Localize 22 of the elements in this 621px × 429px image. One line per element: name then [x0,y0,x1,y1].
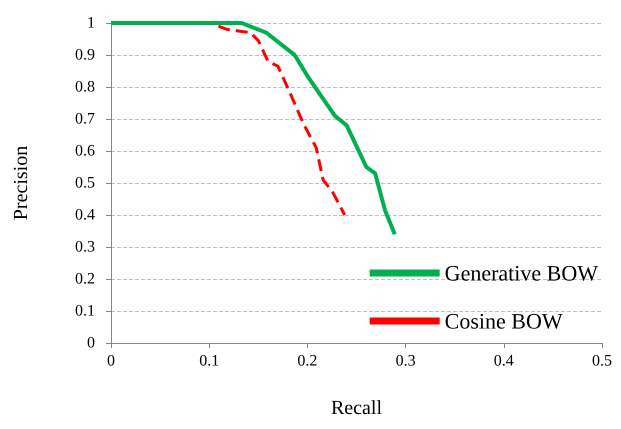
y-tick-label: 0.4 [75,206,95,224]
x-tick-label: 0.2 [297,352,318,370]
y-tick-label: 0.1 [75,302,95,320]
x-axis-title: Recall [330,397,382,419]
y-tick-label: 0.6 [75,142,95,160]
x-tick-label: 0.3 [396,352,416,370]
y-tick-label: 0 [87,334,95,352]
y-tick-label: 1 [87,14,95,32]
y-axis-title: Precision [10,146,32,220]
y-tick-label: 0.5 [75,174,95,192]
y-tick-label: 0.3 [75,238,95,256]
x-tick-label: 0.5 [592,352,612,370]
legend-label: Generative BOW [444,260,598,286]
y-tick-label: 0.9 [75,46,95,64]
line-series [109,21,397,236]
x-tick-label: 0.1 [199,352,220,370]
y-tick-label: 0.7 [75,110,95,128]
x-tick-label: 0.4 [494,352,514,370]
y-tick-label: 0.2 [75,270,95,288]
y-tick-label: 0.8 [75,78,95,96]
x-tick-label: 0 [107,352,115,370]
legend-label: Cosine BOW [444,308,563,334]
